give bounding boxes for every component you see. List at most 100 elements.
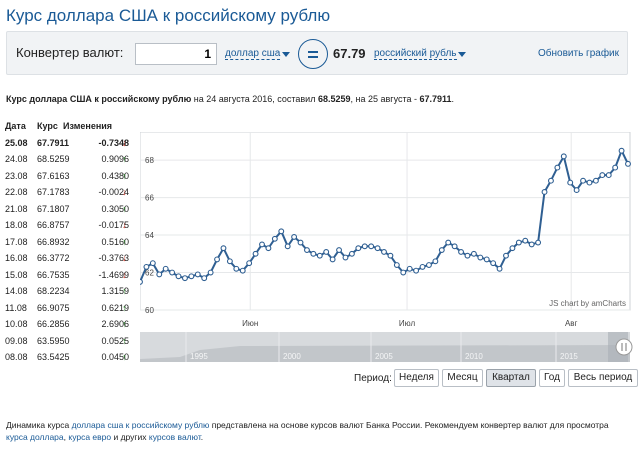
chart-credit: JS chart by amCharts: [549, 299, 626, 308]
row-date: 24.08: [5, 154, 28, 164]
row-rate: 66.3772: [37, 253, 70, 263]
arrow-up-icon: ↑: [122, 236, 127, 247]
chevron-down-icon[interactable]: [458, 52, 466, 57]
data-point: [393, 262, 400, 268]
row-date: 21.08: [5, 203, 28, 214]
header-rate: Курс: [37, 121, 58, 131]
data-point: [503, 252, 509, 259]
period-button[interactable]: Весь период: [568, 369, 638, 387]
data-point: [297, 239, 304, 246]
update-chart-link[interactable]: Обновить график: [538, 48, 620, 59]
data-point: [374, 245, 381, 252]
period-button[interactable]: Месяц: [442, 369, 483, 387]
data-point: [400, 269, 407, 276]
data-point: [355, 245, 362, 252]
data-point: [175, 273, 182, 280]
row-date: 25.08: [5, 137, 28, 148]
data-point: [233, 265, 240, 272]
data-point: [413, 267, 420, 274]
data-point: [291, 233, 298, 240]
data-point: [265, 245, 272, 252]
y-tick-label: 66: [145, 194, 154, 203]
data-point: [316, 252, 323, 259]
arrow-up-icon: ↑: [122, 154, 127, 164]
arrow-up-icon: ↑: [122, 319, 127, 329]
row-date: 08.08: [5, 352, 28, 362]
data-point: [425, 262, 432, 268]
period-button[interactable]: Неделя: [394, 369, 439, 387]
navigator-area: [140, 345, 630, 362]
row-date: 10.08: [5, 319, 28, 329]
row-rate: 66.2856: [37, 319, 70, 329]
link-dollar-rate[interactable]: курса доллара: [6, 432, 64, 442]
summary-value-previous: 68.5259: [317, 94, 351, 104]
chart-navigator[interactable]: 1995 2000 2005 2010 2015: [140, 332, 638, 362]
data-point: [470, 250, 477, 257]
data-point: [599, 172, 606, 179]
link-euro-rate[interactable]: курса евро: [68, 432, 112, 442]
data-point: [515, 239, 522, 246]
data-point: [207, 269, 214, 276]
x-tick-label: Июл: [399, 319, 416, 328]
link-usd-rub[interactable]: доллара сша к российскому рублю: [71, 420, 210, 430]
y-tick-label: 68: [145, 156, 154, 165]
chevron-down-icon[interactable]: [282, 52, 290, 57]
row-rate: 66.8932: [37, 236, 70, 247]
navigator-year-label: 2010: [465, 352, 483, 361]
footer-text: Динамика курса доллара сша к российскому…: [6, 419, 632, 443]
row-change: 0.4380: [101, 170, 129, 181]
data-point: [140, 278, 143, 285]
arrow-up-icon: ↑: [122, 302, 127, 313]
row-date: 22.08: [5, 187, 28, 197]
footer-text: представлена на основе курсов валют Банк…: [209, 420, 609, 430]
data-point: [573, 187, 580, 194]
data-point: [528, 241, 535, 248]
data-point: [329, 256, 336, 263]
equals-icon: [298, 39, 328, 69]
rate-chart[interactable]: 60 62 64 66 68 Июн Июл Авг JS chart by amCharts: [140, 132, 638, 332]
row-change: 0.0450: [101, 352, 129, 362]
data-point: [246, 260, 253, 267]
row-date: 17.08: [5, 236, 28, 247]
arrow-down-icon: ↓: [122, 137, 127, 148]
data-point: [458, 248, 465, 255]
period-button[interactable]: Год: [539, 369, 565, 387]
row-rate: 66.7535: [37, 269, 70, 280]
data-point: [278, 228, 285, 235]
data-point: [381, 248, 387, 255]
data-point: [445, 239, 452, 246]
data-point: [522, 237, 529, 244]
from-currency-select[interactable]: доллар сша: [225, 48, 281, 60]
row-date: 23.08: [5, 170, 28, 181]
navigator-year-label: 1995: [190, 352, 208, 361]
data-point: [580, 177, 587, 184]
data-point: [560, 153, 567, 160]
data-point: [477, 254, 484, 261]
row-rate: 67.7911: [37, 137, 70, 148]
data-point: [451, 243, 458, 250]
amount-input[interactable]: [135, 43, 217, 65]
data-point: [432, 258, 439, 265]
data-point: [323, 248, 330, 255]
data-point: [271, 235, 278, 242]
row-change: 2.6906: [101, 319, 129, 329]
data-point: [143, 263, 150, 270]
data-point: [541, 189, 548, 195]
summary-text: , на 25 августа -: [350, 94, 420, 104]
to-currency-select[interactable]: российский рубль: [374, 48, 457, 60]
data-point: [156, 271, 163, 278]
period-button[interactable]: Квартал: [486, 369, 536, 387]
footer-text: .: [200, 432, 204, 442]
y-tick-label: 60: [145, 306, 154, 315]
navigator-handle[interactable]: [615, 338, 633, 356]
data-point: [535, 239, 542, 246]
row-rate: 67.1783: [37, 187, 70, 197]
summary-text: на 24 августа 2016, составил: [191, 94, 318, 104]
data-point: [194, 271, 201, 278]
row-rate: 63.5950: [37, 335, 70, 346]
data-point: [464, 252, 471, 259]
link-currency-rates[interactable]: курсов валют: [148, 432, 201, 442]
data-point: [284, 243, 291, 250]
plot-area: [140, 132, 631, 311]
row-rate: 68.5259: [37, 154, 70, 164]
